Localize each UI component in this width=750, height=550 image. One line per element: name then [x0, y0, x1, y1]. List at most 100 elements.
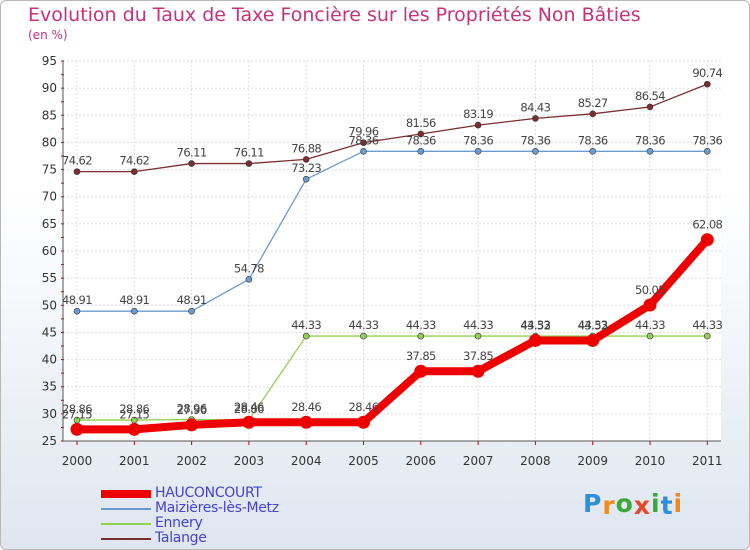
data-label-hauconcourt: 27.96 — [177, 403, 207, 417]
data-label-ennery: 44.33 — [349, 318, 379, 332]
data-point-talange — [646, 103, 654, 111]
data-label-maizieres-les-metz: 78.36 — [578, 133, 608, 147]
data-point-maizieres-les-metz — [532, 148, 539, 155]
data-label-maizieres-les-metz: 78.36 — [520, 133, 550, 147]
proxiti-logo: Proxiti — [583, 489, 684, 520]
y-tick-label: 95 — [42, 54, 57, 68]
x-tick-label: 2001 — [119, 454, 150, 468]
data-point-maizieres-les-metz — [188, 307, 195, 315]
data-label-maizieres-les-metz: 48.91 — [177, 293, 207, 307]
data-point-talange — [245, 160, 253, 167]
data-label-talange: 86.54 — [635, 89, 665, 103]
data-point-hauconcourt — [471, 364, 485, 378]
legend-label-maizieres-les-metz: Maizières-lès-Metz — [155, 500, 279, 516]
data-point-hauconcourt — [586, 333, 600, 347]
data-label-hauconcourt: 28.46 — [349, 400, 379, 414]
x-tick-label: 2011 — [692, 454, 723, 468]
data-point-ennery — [302, 332, 310, 340]
legend-label-talange: Talange — [155, 530, 207, 546]
x-tick-label: 2004 — [291, 454, 322, 468]
data-label-ennery: 44.33 — [406, 318, 436, 332]
data-point-maizieres-les-metz — [417, 148, 425, 155]
series-line-talange — [76, 83, 708, 173]
legend-swatch-maizieres-les-metz — [101, 508, 151, 510]
data-point-maizieres-les-metz — [646, 148, 654, 155]
data-label-ennery: 28.86 — [234, 402, 264, 416]
data-label-talange: 76.88 — [291, 141, 321, 155]
y-tick-label: 75 — [42, 163, 57, 177]
data-point-hauconcourt — [643, 298, 657, 312]
data-point-hauconcourt — [414, 364, 428, 378]
logo-letter: i — [673, 489, 684, 518]
y-tick-label: 80 — [42, 135, 57, 149]
data-label-ennery: 44.33 — [692, 318, 722, 332]
data-label-talange: 76.11 — [177, 146, 207, 160]
y-tick-label: 60 — [42, 244, 57, 258]
y-axis-unit-label: (en %) — [28, 28, 68, 42]
data-point-maizieres-les-metz — [474, 148, 482, 155]
data-label-maizieres-les-metz: 78.36 — [635, 133, 665, 147]
data-point-talange — [474, 121, 482, 129]
x-tick-label: 2008 — [520, 454, 551, 468]
data-point-hauconcourt — [700, 233, 714, 247]
data-label-hauconcourt: 37.85 — [463, 349, 493, 363]
legend-swatch-talange — [101, 538, 151, 540]
data-label-talange: 76.11 — [234, 146, 264, 160]
y-tick-label: 55 — [42, 271, 57, 285]
data-point-ennery — [703, 332, 711, 340]
series-lines — [70, 80, 714, 436]
data-point-talange — [73, 168, 81, 175]
axes: 25 30 35 40 45 50 55 60 65 70 75 80 85 90 95 2000 2001 20… — [42, 54, 723, 468]
data-point-maizieres-les-metz — [360, 148, 367, 155]
legend-swatch-ennery — [101, 523, 151, 525]
x-tick-label: 2005 — [348, 454, 379, 468]
data-label-ennery: 44.33 — [520, 318, 550, 332]
x-tick-label: 2009 — [577, 454, 608, 468]
logo-letter: x — [633, 491, 651, 520]
data-point-talange — [188, 160, 195, 167]
data-label-ennery: 44.33 — [463, 318, 493, 332]
data-label-talange: 84.43 — [520, 100, 550, 114]
data-label-maizieres-les-metz: 78.36 — [406, 133, 436, 147]
data-labels: 74.62 74.62 76.11 76.11 76.88 79.96 81.56 83.19… — [62, 66, 723, 421]
data-point-talange — [360, 139, 367, 146]
data-point-maizieres-les-metz — [245, 276, 253, 283]
x-tick-label: 2006 — [406, 454, 437, 468]
legend-swatch-hauconcourt — [101, 490, 151, 498]
data-point-talange — [417, 130, 425, 138]
data-label-ennery: 44.33 — [578, 318, 608, 332]
y-tick-label: 65 — [42, 217, 57, 231]
data-label-maizieres-les-metz: 54.78 — [234, 261, 264, 275]
data-label-hauconcourt: 43.52 — [578, 318, 608, 332]
y-tick-label: 90 — [42, 81, 57, 95]
data-point-ennery — [417, 332, 425, 340]
data-label-hauconcourt: 43.52 — [520, 318, 550, 332]
data-label-maizieres-les-metz: 78.36 — [463, 133, 493, 147]
data-point-maizieres-les-metz — [589, 148, 597, 155]
data-label-hauconcourt: 27.15 — [119, 407, 149, 421]
data-label-talange: 74.62 — [62, 154, 92, 168]
logo-letter: r — [602, 491, 616, 520]
data-label-ennery: 44.33 — [635, 318, 665, 332]
data-label-hauconcourt: 28.46 — [291, 400, 321, 414]
data-label-hauconcourt: 62.08 — [692, 218, 722, 232]
data-label-maizieres-les-metz: 48.91 — [119, 293, 149, 307]
data-point-talange — [532, 115, 539, 122]
chart-title: Evolution du Taux de Taxe Foncière sur l… — [28, 4, 641, 26]
data-point-ennery — [646, 332, 654, 340]
y-tick-label: 40 — [42, 353, 57, 367]
data-label-hauconcourt: 37.85 — [406, 349, 436, 363]
logo-letter: t — [660, 491, 674, 520]
data-point-hauconcourt — [70, 422, 84, 436]
data-label-talange: 90.74 — [692, 66, 722, 80]
data-point-hauconcourt — [242, 415, 256, 429]
data-point-talange — [589, 110, 597, 118]
x-tick-label: 2002 — [176, 454, 207, 468]
data-point-hauconcourt — [185, 418, 199, 432]
data-label-talange: 85.27 — [578, 96, 608, 110]
data-point-ennery — [474, 332, 482, 340]
data-point-ennery — [360, 332, 367, 340]
data-point-talange — [131, 168, 138, 175]
logo-letter: P — [583, 489, 603, 518]
